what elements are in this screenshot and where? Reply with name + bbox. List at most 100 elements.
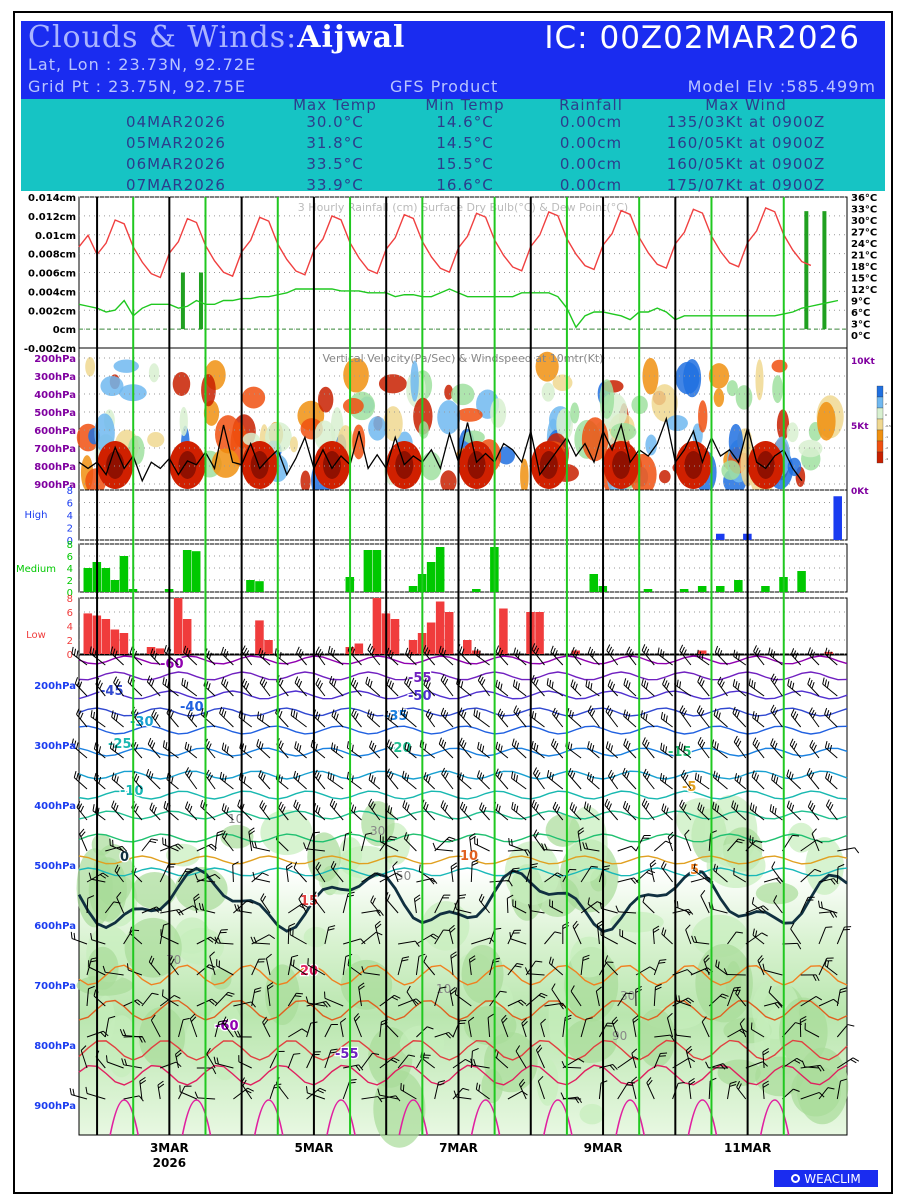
vv-blob [215, 415, 242, 454]
barb-shaft [151, 715, 161, 728]
cloud-bar [697, 650, 707, 654]
wind-barb [459, 737, 472, 759]
barb-feather [297, 804, 301, 811]
barb-feather [705, 1061, 709, 1068]
wind-barb [790, 648, 802, 666]
rh-patch [504, 841, 560, 905]
barb-feather [587, 681, 590, 689]
barb-feather [315, 805, 319, 812]
barb-feather [531, 740, 534, 748]
wind-barb [369, 740, 381, 759]
isotherm-bump [759, 1099, 790, 1136]
wind-barb [293, 799, 307, 821]
vv-blob [490, 398, 507, 428]
barb-feather [424, 647, 429, 654]
barb-feather [775, 878, 782, 884]
barb-shaft [379, 1095, 396, 1100]
barb-feather [737, 740, 742, 748]
barb-feather [261, 895, 267, 903]
barb-feather [716, 805, 720, 813]
barb-feather [73, 740, 77, 748]
barb-feather [500, 683, 503, 691]
y2-tick-label: 27°C [851, 228, 877, 239]
barb-feather [389, 807, 393, 814]
cloud-bar [571, 650, 580, 654]
rh-patch [265, 964, 300, 1026]
barb-feather [221, 830, 226, 838]
wind-barb [222, 1016, 234, 1038]
barb-shaft [752, 743, 765, 759]
barb-feather [814, 868, 822, 873]
barb-feather [754, 806, 757, 814]
barb-feather [809, 739, 814, 747]
y-tick-label: 400hPa [34, 390, 76, 401]
barb-feather [665, 715, 668, 723]
barb-shaft [127, 681, 143, 697]
barb-feather [700, 890, 706, 896]
barb-feather [660, 860, 665, 868]
barb-feather [699, 651, 702, 659]
barb-shaft [221, 748, 234, 759]
barb-feather [555, 712, 560, 719]
barb-feather [839, 990, 847, 994]
wind-barb [806, 767, 820, 790]
barb-feather [738, 653, 741, 660]
barb-shaft [598, 1083, 602, 1100]
barb-feather [681, 646, 685, 654]
wind-barb [339, 1017, 347, 1038]
barb-feather [99, 874, 107, 879]
barb-shaft [358, 986, 362, 1007]
barb-feather [114, 745, 117, 752]
y2-tick-label: 24°C [851, 239, 877, 250]
barb-shaft [306, 1000, 327, 1007]
cloud-bar [182, 550, 192, 592]
wind-barb [109, 838, 124, 852]
title-prefix: Clouds & Winds: [28, 20, 298, 55]
barb-feather [495, 741, 499, 749]
barb-feather [183, 645, 187, 653]
wind-barb [745, 905, 769, 914]
wind-barb [626, 646, 637, 666]
initial-condition: IC: 00Z02MAR2026 [544, 20, 860, 56]
barb-shaft [251, 934, 270, 945]
barb-feather [531, 799, 535, 807]
barb-feather [750, 1022, 753, 1030]
isotherm-label: -55 [335, 1047, 359, 1062]
wind-barb [163, 645, 179, 666]
wind-barb [587, 646, 600, 666]
barb-feather [461, 648, 465, 656]
barb-feather [660, 1052, 668, 1054]
barb-shaft [617, 845, 632, 852]
barb-feather [78, 774, 81, 782]
barb-shaft [790, 928, 802, 945]
barb-feather [734, 708, 738, 716]
wind-barb [507, 999, 527, 1007]
barb-feather [773, 709, 778, 716]
barb-feather [225, 681, 229, 689]
barb-shaft [580, 1018, 587, 1038]
barb-feather [811, 682, 815, 689]
barb-feather [80, 1045, 87, 1051]
barb-feather [582, 957, 590, 961]
wind-barb [307, 958, 326, 976]
vv-cell-core [612, 451, 631, 479]
barb-feather [843, 928, 850, 931]
isotherm-label: -60 [160, 657, 184, 672]
barb-feather [653, 928, 660, 933]
barb-feather [643, 834, 651, 837]
barb-shaft [712, 807, 728, 821]
row-date: 07MAR2026 [126, 176, 226, 194]
barb-feather [303, 842, 307, 849]
barb-feather [454, 987, 457, 995]
y-tick-label: 4 [67, 511, 73, 522]
wind-barb [617, 1081, 635, 1100]
y-tick-label: 700hPa [34, 981, 76, 992]
wind-barb [734, 773, 747, 790]
rh-patch [779, 997, 828, 1067]
wind-barb [511, 771, 527, 790]
isotherm-line [78, 707, 848, 717]
wind-barb [397, 998, 422, 1007]
wind-barb [753, 645, 765, 666]
barb-feather [99, 682, 103, 690]
barb-shaft [175, 1054, 179, 1069]
